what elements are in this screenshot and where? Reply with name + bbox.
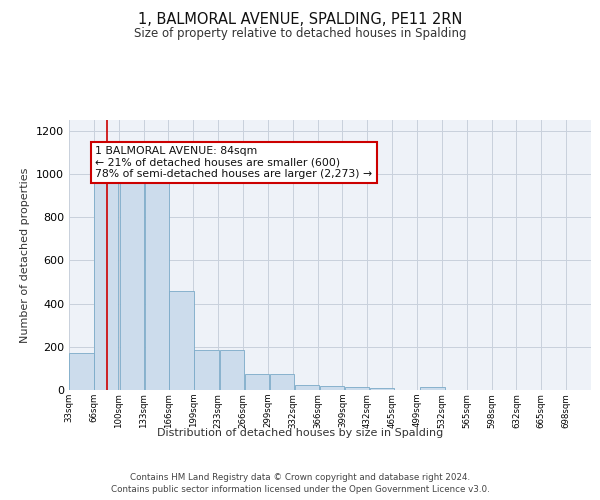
Text: 1, BALMORAL AVENUE, SPALDING, PE11 2RN: 1, BALMORAL AVENUE, SPALDING, PE11 2RN [138, 12, 462, 28]
Y-axis label: Number of detached properties: Number of detached properties [20, 168, 31, 342]
Bar [295, 384, 319, 390]
Text: 1 BALMORAL AVENUE: 84sqm
← 21% of detached houses are smaller (600)
78% of semi-: 1 BALMORAL AVENUE: 84sqm ← 21% of detach… [95, 146, 373, 179]
Bar [269, 374, 294, 390]
Bar [120, 180, 144, 390]
Bar [245, 374, 269, 390]
Bar [70, 354, 94, 390]
Bar [169, 290, 194, 390]
Text: Size of property relative to detached houses in Spalding: Size of property relative to detached ho… [134, 28, 466, 40]
Bar [421, 387, 445, 390]
Bar [145, 176, 169, 390]
Bar [370, 388, 394, 390]
Text: Contains HM Land Registry data © Crown copyright and database right 2024.
Contai: Contains HM Land Registry data © Crown c… [110, 472, 490, 494]
Bar [220, 350, 244, 390]
Bar [345, 387, 369, 390]
Bar [94, 180, 118, 390]
Bar [194, 350, 218, 390]
Bar [320, 386, 344, 390]
Text: Distribution of detached houses by size in Spalding: Distribution of detached houses by size … [157, 428, 443, 438]
